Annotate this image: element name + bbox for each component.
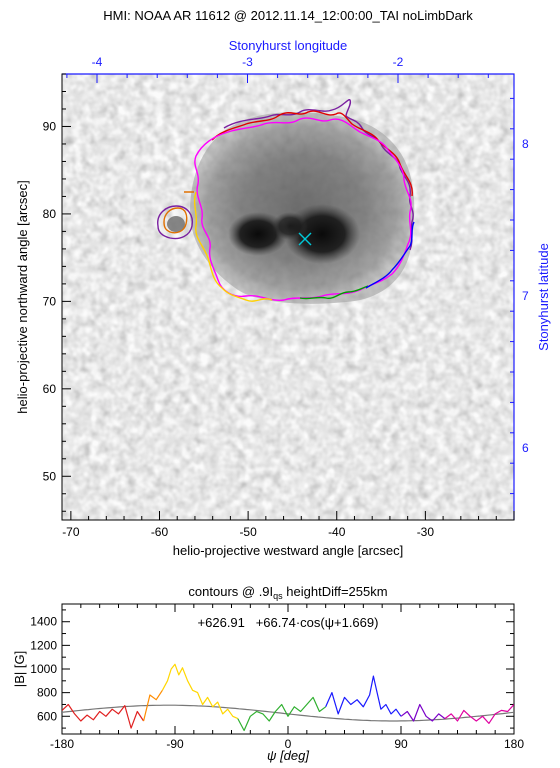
fit-label: +626.91 +66.74·cos(ψ+1.669) bbox=[198, 615, 379, 630]
contour-purple-pore bbox=[157, 205, 194, 240]
top-x-tick-label: -60 bbox=[151, 525, 169, 539]
top-y-tick-label: 60 bbox=[43, 382, 57, 396]
top-ylabel: helio-projective northward angle [arcsec… bbox=[15, 180, 30, 413]
bottom-y-tick-label: 1000 bbox=[30, 662, 57, 676]
bottom-x-tick-label: 90 bbox=[394, 737, 408, 751]
sunspot-image bbox=[62, 74, 514, 520]
top-x-tick-label: -70 bbox=[62, 525, 80, 539]
series-line-4 bbox=[325, 675, 402, 717]
bottom-x-tick-label: -90 bbox=[166, 737, 184, 751]
bottom-x-tick-label: 180 bbox=[504, 737, 524, 751]
top-lat-tick-label: 8 bbox=[522, 137, 529, 151]
series-line-6 bbox=[444, 704, 514, 724]
top-lat-tick-label: 7 bbox=[522, 289, 529, 303]
top-lon-tick-label: -3 bbox=[242, 55, 253, 69]
pore bbox=[167, 216, 185, 232]
top-xlabel: helio-projective westward angle [arcsec] bbox=[173, 543, 404, 558]
right-axis-label: Stonyhurst latitude bbox=[536, 243, 551, 351]
top-axis-label: Stonyhurst longitude bbox=[229, 38, 348, 53]
bottom-ylabel: |B| [G] bbox=[12, 651, 27, 687]
bottom-title-sub: qs bbox=[273, 591, 283, 601]
bottom-y-tick-label: 800 bbox=[37, 686, 57, 700]
contour-red bbox=[211, 110, 413, 197]
series-line-5 bbox=[400, 703, 446, 722]
fit-curve bbox=[62, 704, 514, 722]
series-line-3 bbox=[237, 696, 327, 732]
contour-yellow bbox=[193, 191, 273, 302]
top-x-tick-label: -30 bbox=[417, 525, 435, 539]
series-line-2 bbox=[161, 663, 239, 720]
bottom-title-suffix: heightDiff=255km bbox=[283, 584, 388, 599]
center-marker bbox=[298, 232, 312, 246]
contour-magenta bbox=[194, 117, 412, 302]
penumbra bbox=[190, 112, 415, 304]
top-y-tick-label: 80 bbox=[43, 207, 57, 221]
top-y-tick-label: 70 bbox=[43, 294, 57, 308]
contour-orange bbox=[163, 191, 194, 234]
top-panel-axes: -70 -60 -50 -40 -30 50 60 70 80 90 -4 -3 -2 6 7 8 bbox=[43, 55, 529, 539]
top-y-tick-label: 50 bbox=[43, 469, 57, 483]
bottom-y-tick-label: 1400 bbox=[30, 615, 57, 629]
bottom-title-prefix: contours @ .9I bbox=[188, 584, 273, 599]
bottom-x-tick-label: -180 bbox=[50, 737, 74, 751]
bottom-y-tick-label: 600 bbox=[37, 709, 57, 723]
top-lat-tick-label: 6 bbox=[522, 441, 529, 455]
top-y-tick-label: 90 bbox=[43, 119, 57, 133]
bottom-title: contours @ .9Iqs heightDiff=255km bbox=[188, 584, 387, 601]
bottom-panel-axes: -180 -90 0 90 180 600 800 1000 1200 1400 bbox=[30, 604, 524, 751]
bottom-y-tick-label: 1200 bbox=[30, 638, 57, 652]
series-line-0 bbox=[62, 703, 145, 729]
contour-blue bbox=[365, 221, 415, 289]
bottom-xlabel: ψ [deg] bbox=[267, 748, 309, 763]
top-lon-tick-label: -4 bbox=[92, 55, 103, 69]
top-x-tick-label: -40 bbox=[328, 525, 346, 539]
top-lon-tick-label: -2 bbox=[393, 55, 404, 69]
top-x-tick-label: -50 bbox=[239, 525, 257, 539]
series-line-1 bbox=[143, 689, 163, 722]
top-title: HMI: NOAA AR 11612 @ 2012.11.14_12:00:00… bbox=[103, 8, 473, 23]
contour-green bbox=[299, 285, 369, 300]
bottom-x-tick-label: 0 bbox=[285, 737, 292, 751]
bottom-panel-series bbox=[62, 663, 514, 732]
